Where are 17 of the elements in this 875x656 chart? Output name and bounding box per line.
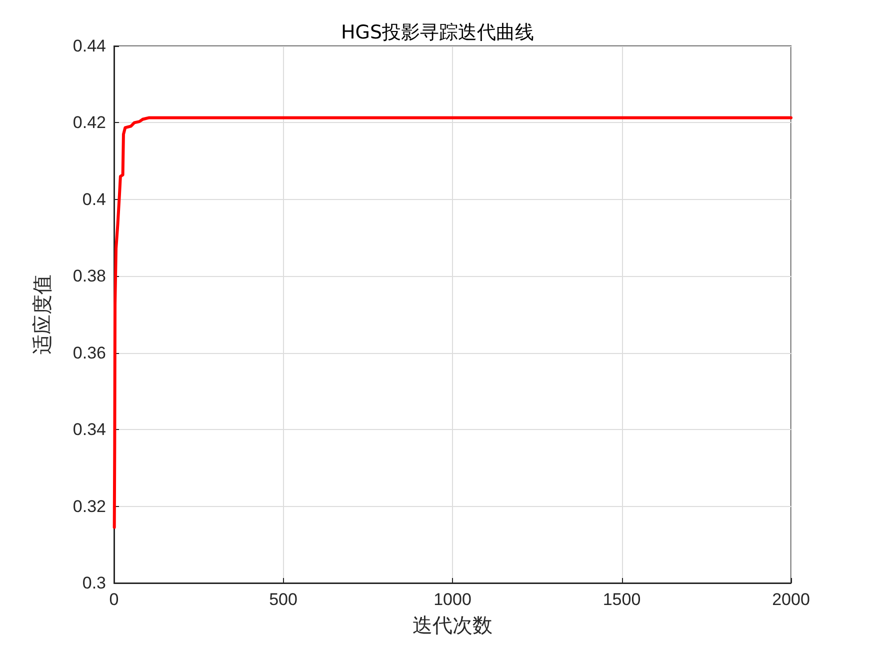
x-tick-label: 2000: [772, 590, 810, 609]
chart-title: HGS投影寻踪迭代曲线: [340, 22, 534, 44]
y-axis-title: 适应度值: [30, 274, 54, 354]
y-tick-label: 0.3: [82, 574, 106, 592]
y-tick-label: 0.34: [72, 420, 106, 440]
x-axis-title: 迭代次数: [412, 613, 492, 637]
y-tick-label: 0.4: [82, 190, 106, 209]
y-tick-label: 0.32: [72, 496, 106, 516]
x-tick-label: 500: [269, 590, 298, 609]
line-series: [112, 116, 792, 529]
y-tick-label: 0.44: [72, 36, 106, 56]
y-tick-label: 0.42: [72, 113, 106, 132]
x-tick-label: 1000: [434, 590, 472, 609]
x-tick-label: 0: [109, 590, 119, 609]
y-tick-label: 0.38: [72, 266, 106, 286]
y-tick-label: 0.36: [72, 343, 106, 362]
x-tick-label: 1500: [602, 590, 641, 609]
